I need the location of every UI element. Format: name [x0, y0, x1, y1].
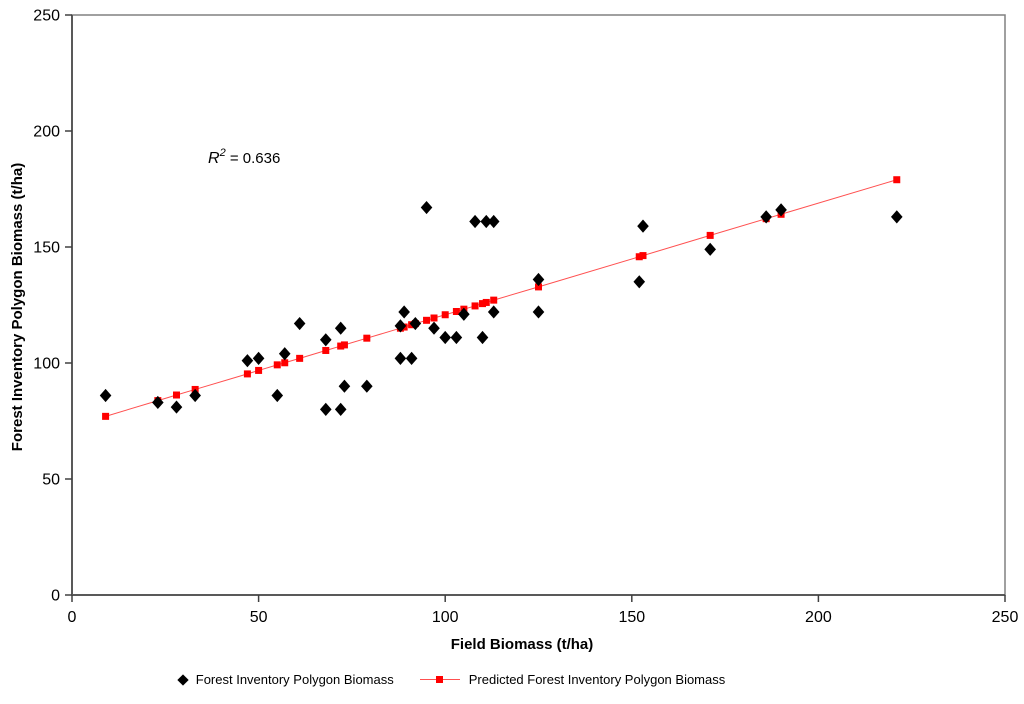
red-square-point — [363, 334, 371, 342]
black-diamond-point — [170, 400, 183, 414]
red-square-point — [273, 361, 281, 369]
legend-label-predicted: Predicted Forest Inventory Polygon Bioma… — [468, 672, 726, 687]
black-diamond-icon — [177, 673, 189, 686]
red-square-point — [296, 354, 304, 362]
black-diamond-point — [532, 305, 545, 319]
x-tick-label: 0 — [68, 609, 77, 626]
red-square-line-icon — [419, 675, 460, 684]
red-square-point — [893, 176, 901, 184]
x-tick-label: 150 — [618, 609, 645, 626]
y-axis-ticks — [65, 14, 72, 596]
red-square-point — [102, 412, 110, 420]
black-diamond-point — [890, 210, 903, 224]
black-diamond-point — [361, 379, 373, 393]
y-tick-label: 250 — [33, 8, 60, 25]
black-diamond-point — [450, 330, 463, 345]
black-diamond-point — [704, 242, 716, 256]
red-square-point — [337, 342, 345, 350]
legend-item-predicted: Predicted Forest Inventory Polygon Bioma… — [419, 672, 726, 687]
black-diamond-point — [99, 388, 112, 403]
legend-item-observed: Forest Inventory Polygon Biomass — [177, 672, 394, 687]
black-diamond-point — [409, 316, 422, 331]
black-diamond-point — [637, 219, 649, 233]
black-diamond-point — [252, 351, 265, 365]
x-axis-ticks — [71, 595, 1006, 602]
black-diamond-point — [633, 275, 646, 289]
y-tick-label: 200 — [33, 124, 60, 141]
x-tick-label: 100 — [432, 609, 459, 626]
y-tick-label: 150 — [33, 240, 60, 257]
black-diamond-point — [532, 272, 545, 287]
red-square-point — [255, 366, 263, 374]
x-tick-label: 250 — [992, 609, 1019, 626]
red-square-point — [243, 370, 251, 378]
black-diamond-point — [469, 214, 481, 229]
red-square-point — [706, 231, 714, 239]
black-diamond-point — [241, 354, 254, 368]
red-square-point — [479, 300, 487, 308]
black-diamond-point — [405, 351, 418, 365]
x-tick-label: 200 — [805, 609, 832, 626]
black-diamond-point — [458, 307, 470, 321]
black-diamond-point — [480, 214, 493, 229]
y-axis-title: Forest Inventory Polygon Biomass (t/ha) — [9, 163, 26, 451]
black-diamond-point — [319, 333, 332, 347]
black-diamond-point — [278, 347, 291, 361]
legend-label-observed: Forest Inventory Polygon Biomass — [195, 672, 394, 687]
black-diamond-point — [487, 214, 500, 229]
black-diamond-point — [334, 321, 347, 335]
red-square-point — [423, 316, 431, 324]
black-diamond-point — [334, 402, 347, 416]
red-square-point — [490, 296, 498, 304]
y-tick-label: 100 — [33, 356, 60, 373]
black-diamond-point — [394, 319, 407, 333]
red-square-point — [535, 283, 542, 291]
black-diamond-point — [271, 388, 284, 403]
red-square-point — [322, 346, 330, 354]
black-diamond-point — [476, 330, 489, 345]
red-square-point — [430, 314, 438, 322]
plot-frame — [71, 14, 1006, 596]
black-diamond-point — [189, 388, 201, 403]
x-tick-label: 50 — [250, 609, 268, 626]
red-square-point — [471, 302, 479, 310]
r-squared-symbol: R — [208, 150, 220, 167]
black-diamond-point — [439, 330, 451, 345]
black-diamond-point — [394, 351, 407, 365]
red-square-point — [441, 311, 449, 319]
black-diamond-point — [428, 321, 440, 335]
x-axis-title: Field Biomass (t/ha) — [451, 636, 594, 653]
red-square-point — [452, 307, 460, 315]
y-tick-label: 50 — [42, 472, 60, 489]
red-square-point — [172, 391, 180, 399]
x-axis-tick-labels: 0 50 100 150 200 250 — [68, 609, 1019, 626]
black-diamond-point — [487, 305, 500, 319]
red-square-point — [482, 298, 490, 306]
y-axis-tick-labels: 0 50 100 150 200 250 — [33, 8, 60, 605]
black-diamond-point — [152, 395, 164, 410]
red-square-point — [639, 252, 647, 260]
r-squared-value: = 0.636 — [226, 150, 281, 167]
chart-legend: Forest Inventory Polygon Biomass Predict… — [0, 672, 904, 687]
black-diamond-point — [775, 203, 787, 217]
red-square-point — [340, 341, 348, 349]
y-tick-label: 0 — [51, 588, 60, 605]
black-diamond-point — [338, 379, 351, 393]
black-diamond-point — [293, 316, 306, 331]
observed-series-points — [99, 200, 903, 416]
black-diamond-point — [319, 402, 332, 416]
red-square-point — [635, 253, 643, 261]
black-diamond-point — [398, 305, 410, 319]
red-square-point — [281, 359, 289, 367]
black-diamond-point — [760, 210, 772, 224]
r-squared-exponent: 2 — [219, 147, 226, 159]
black-diamond-point — [420, 200, 433, 215]
r-squared-annotation: R2 = 0.636 — [208, 147, 280, 167]
